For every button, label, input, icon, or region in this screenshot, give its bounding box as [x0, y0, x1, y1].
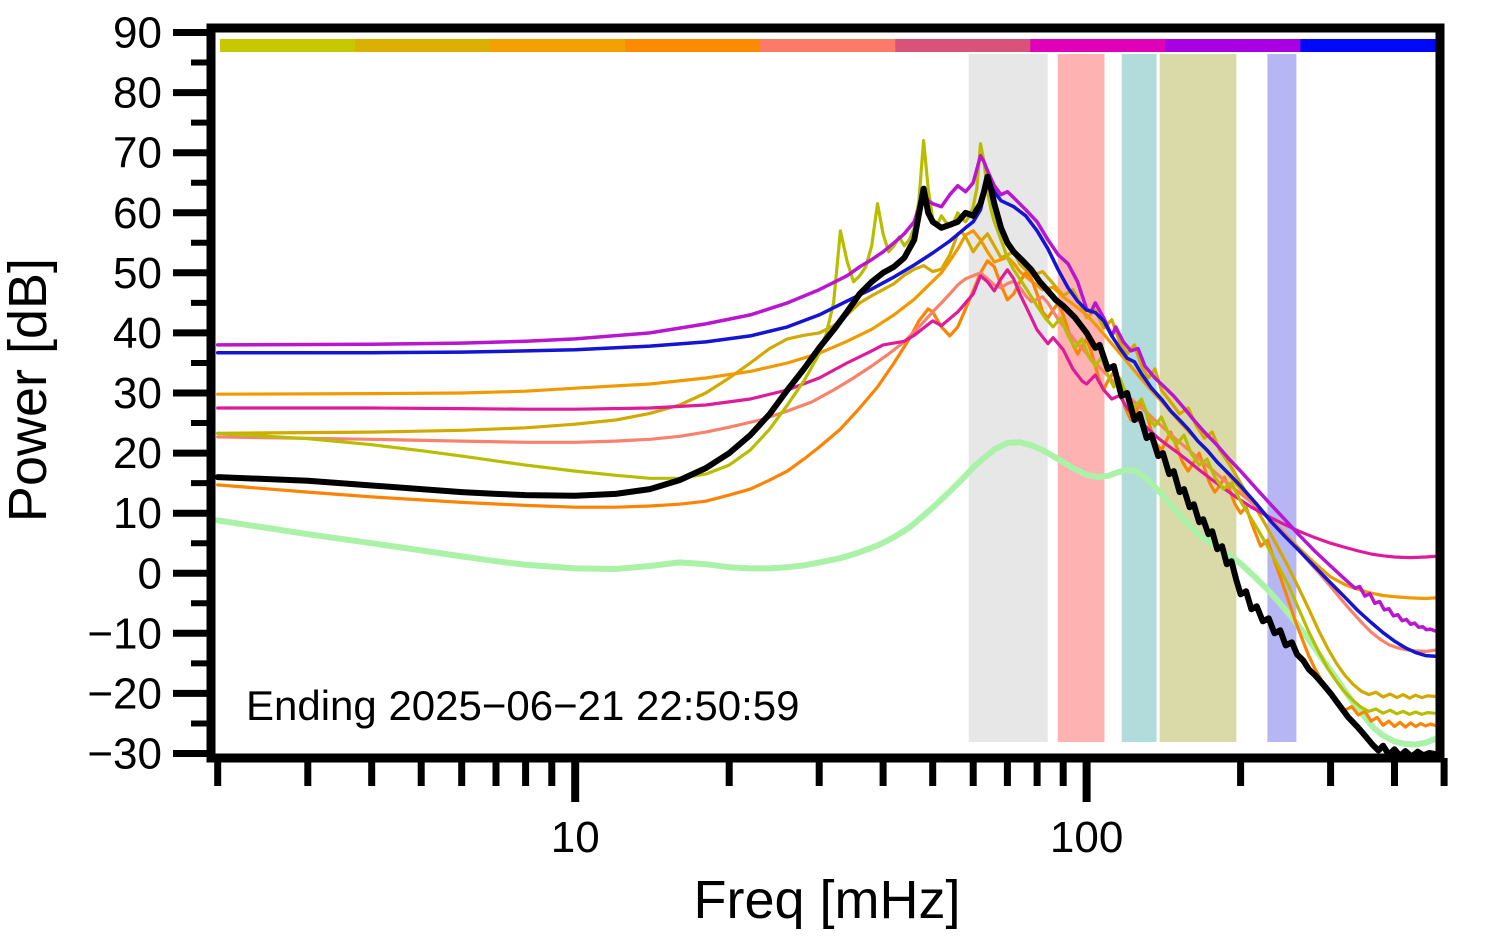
y-axis-title: Power [dB]: [0, 258, 58, 522]
colorbar-segment-hour-5: [760, 39, 896, 52]
spectra-series-layer: [214, 139, 1438, 760]
y-tick-label: 0: [138, 549, 162, 598]
y-tick-label: 40: [113, 309, 162, 358]
y-tick-label: −30: [87, 730, 162, 779]
colorbar-segment-hour-6: [895, 39, 1031, 52]
colorbar-segment-hour-8: [1165, 39, 1302, 52]
colorbar-segment-hour-1: [220, 39, 356, 52]
y-tick-label: 20: [113, 429, 162, 478]
y-tick-label: 90: [113, 9, 162, 58]
y-tick-label: 50: [113, 249, 162, 298]
frequency-bands-layer: [968, 54, 1297, 742]
series-gold: [216, 230, 1437, 700]
band-pink: [1057, 54, 1105, 742]
y-tick-label: −20: [87, 669, 162, 718]
colorbar-segment-hour-4: [625, 39, 761, 52]
colorbar-segment-hour-9: [1300, 39, 1437, 52]
band-gray: [968, 54, 1048, 742]
series-orange: [216, 229, 1437, 601]
series-black-current: [214, 173, 1438, 760]
time-colorbar-layer: [220, 39, 1437, 52]
band-olive: [1159, 54, 1237, 742]
axis-ticks-layer: [173, 29, 1448, 802]
series-olive: [216, 139, 1437, 717]
colorbar-segment-hour-7: [1030, 39, 1166, 52]
ending-timestamp-annotation: Ending 2025−06−21 22:50:59: [246, 682, 800, 729]
y-tick-label: 80: [113, 69, 162, 118]
colorbar-segment-hour-2: [355, 39, 491, 52]
y-tick-label: 60: [113, 189, 162, 238]
series-pale-green: [214, 439, 1438, 748]
series-purple: [215, 153, 1437, 633]
x-tick-label: 100: [1050, 813, 1123, 862]
y-tick-label: −10: [87, 609, 162, 658]
x-axis-title: Freq [mHz]: [693, 870, 960, 930]
y-tick-label: 30: [113, 369, 162, 418]
x-tick-label: 10: [551, 813, 600, 862]
y-tick-label: 70: [113, 129, 162, 178]
y-tick-label: 10: [113, 489, 162, 538]
colorbar-segment-hour-3: [490, 39, 626, 52]
series-blue: [215, 176, 1437, 658]
